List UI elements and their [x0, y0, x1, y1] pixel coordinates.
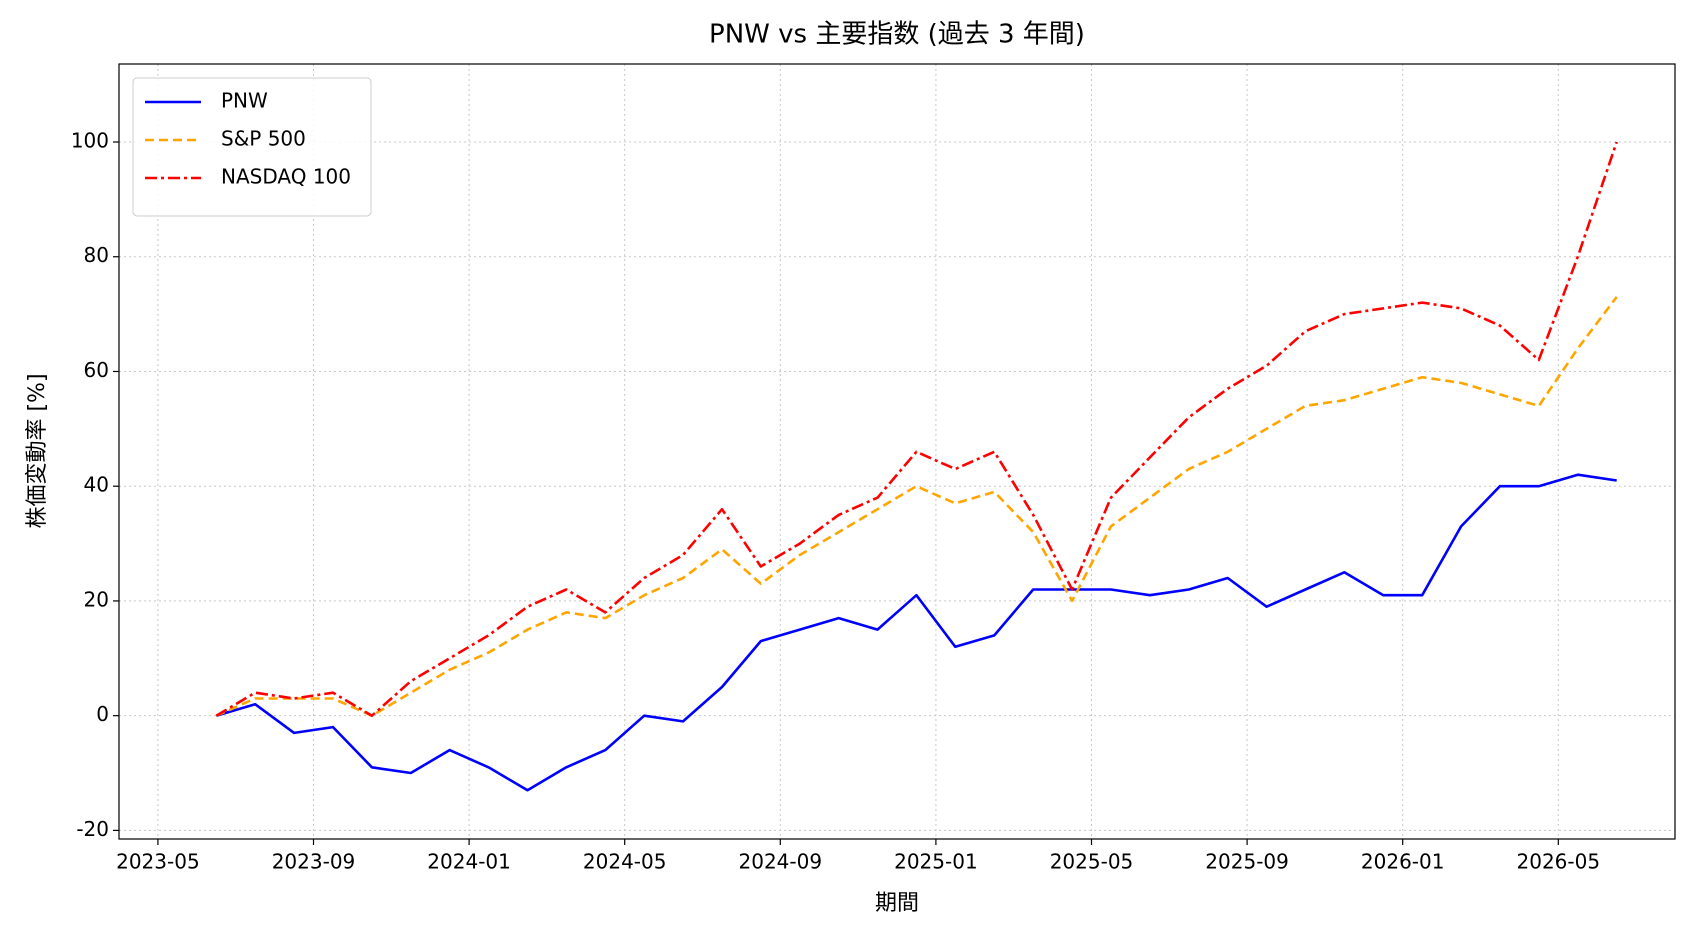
plot-frame [118, 63, 1676, 840]
y-tick-label: -20 [76, 817, 109, 841]
y-tick-label: 40 [84, 473, 109, 497]
legend-label: NASDAQ 100 [221, 165, 351, 189]
series-line [215, 296, 1618, 717]
x-tick-label: 2024-01 [427, 850, 511, 874]
legend-box [132, 77, 372, 217]
x-tick-label: 2024-05 [583, 850, 667, 874]
legend-label: PNW [221, 89, 268, 113]
y-tick-label: 60 [84, 358, 109, 382]
legend: PNW S&P 500 NASDAQ 100 [132, 77, 372, 217]
y-tick-label: 20 [84, 587, 109, 611]
x-tick-label: 2025-09 [1205, 850, 1289, 874]
x-tick-label: 2023-05 [116, 850, 200, 874]
x-tick-label: 2024-09 [739, 850, 823, 874]
x-tick-label: 2023-09 [272, 850, 356, 874]
x-tick-label: 2026-05 [1517, 850, 1601, 874]
y-tick-label: 100 [71, 129, 109, 153]
x-tick-label: 2026-01 [1361, 850, 1445, 874]
x-axis-label: 期間 [875, 891, 919, 916]
y-axis-label: 株価変動率 [%] [25, 373, 50, 528]
series-line [215, 473, 1617, 792]
y-tick-label: 0 [96, 702, 109, 726]
chart-title: PNW vs 主要指数 (過去 3 年間) [709, 20, 1085, 50]
x-tick-label: 2025-01 [894, 850, 978, 874]
series-line [215, 141, 1618, 717]
x-tick-label: 2025-05 [1050, 850, 1134, 874]
legend-label: S&P 500 [221, 127, 306, 151]
y-tick-label: 80 [84, 243, 109, 267]
